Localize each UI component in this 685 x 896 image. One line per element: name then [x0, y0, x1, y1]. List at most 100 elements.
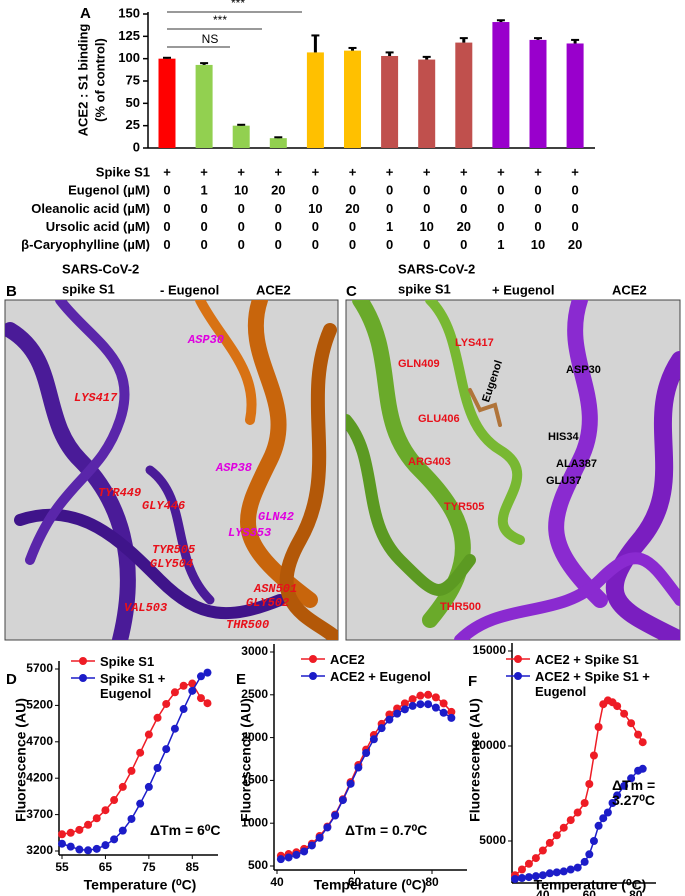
error-bar — [311, 34, 320, 53]
residue-label: GLN409 — [398, 358, 440, 370]
bar — [492, 22, 510, 148]
residue-label: GLU37 — [546, 475, 581, 487]
legend: Spike S1 Spike S1 + Eugenol — [70, 654, 180, 703]
data-point — [638, 764, 647, 773]
table-cell: 10 — [531, 237, 545, 252]
data-point — [346, 779, 355, 788]
structure-title: SARS-CoV-2 — [398, 261, 475, 276]
table-cell: 1 — [386, 219, 393, 234]
y-tick-label: 3000 — [241, 644, 268, 658]
table-cell: + — [423, 164, 431, 179]
structure-title: SARS-CoV-2 — [62, 261, 139, 276]
error-bar — [348, 46, 357, 51]
error-bar — [496, 19, 505, 23]
data-point — [408, 695, 417, 704]
panel-label: A — [80, 5, 91, 22]
legend-swatch — [506, 672, 530, 680]
residue-label: THR500 — [440, 601, 481, 613]
table-cell: 0 — [386, 237, 393, 252]
data-point — [84, 846, 93, 855]
x-tick-label: 60 — [348, 875, 362, 889]
structure-condition: + Eugenol — [492, 282, 554, 297]
residue-label: TYR449 — [98, 486, 141, 500]
data-point — [589, 837, 598, 845]
table-cell: 10 — [308, 201, 322, 216]
annotation: ΔTm = 3.27⁰C — [612, 777, 656, 808]
table-cell: 0 — [571, 201, 578, 216]
data-point — [203, 668, 212, 677]
y-tick-label: 75 — [126, 72, 140, 87]
table-cell: 0 — [163, 237, 170, 252]
data-point — [369, 735, 378, 744]
data-point — [400, 699, 409, 708]
data-point — [538, 846, 547, 855]
x-axis-label: Temperature (⁰C) — [314, 877, 427, 893]
y-tick-label: 3700 — [26, 807, 53, 821]
y-tick-label: 10000 — [473, 738, 507, 752]
legend: ACE2 ACE2 + Eugenol — [300, 652, 450, 686]
table-cell: 0 — [238, 201, 245, 216]
y-tick-label: 5000 — [479, 833, 506, 847]
y-tick-label: 15000 — [473, 643, 507, 657]
data-point — [408, 701, 417, 710]
data-point — [196, 694, 205, 703]
data-point — [594, 723, 603, 731]
data-point — [144, 782, 153, 791]
residue-label: ASP30 — [566, 364, 601, 376]
data-point — [603, 808, 612, 817]
y-tick-label: 4700 — [26, 734, 53, 748]
table-cell: 0 — [200, 219, 207, 234]
table-cell: 10 — [419, 219, 433, 234]
residue-label: LYS417 — [455, 337, 494, 349]
legend-label: ACE2 + Spike S1 — [535, 652, 639, 667]
data-point — [400, 705, 409, 714]
y-tick-label: 500 — [248, 858, 268, 872]
data-point — [439, 708, 448, 717]
table-cell: 0 — [386, 183, 393, 198]
data-point — [127, 766, 136, 775]
y-tick-label: 3200 — [26, 843, 53, 857]
error-bar — [571, 38, 580, 44]
structure-receptor: ACE2 — [612, 282, 647, 297]
legend-label: ACE2 + Eugenol — [330, 669, 431, 684]
data-point — [517, 865, 526, 874]
data-point — [627, 719, 636, 728]
data-point — [416, 691, 425, 700]
table-cell: 0 — [423, 201, 430, 216]
table-row-label: β-Caryophylline (µM) — [21, 237, 150, 252]
table-cell: + — [237, 164, 245, 179]
bar — [269, 138, 287, 148]
structure-receptor: ACE2 — [256, 282, 291, 297]
data-point — [92, 844, 101, 853]
table-cell: 0 — [312, 183, 319, 198]
table-cell: + — [312, 164, 320, 179]
residue-label: ASN501 — [253, 582, 297, 596]
structure-b-ribbons — [5, 300, 338, 640]
residue-label: GLY502 — [246, 596, 289, 610]
significance-label: *** — [213, 13, 227, 27]
table-cell: 0 — [497, 219, 504, 234]
table-cell: 0 — [497, 201, 504, 216]
x-tick-label: 40 — [536, 888, 550, 896]
bar — [232, 125, 250, 148]
legend-label: Spike S1 — [100, 654, 155, 669]
x-tick-label: 55 — [55, 860, 69, 874]
table-cell: 0 — [423, 237, 430, 252]
table-cell: 20 — [271, 183, 285, 198]
table-cell: + — [534, 164, 542, 179]
data-point — [634, 730, 643, 739]
table-cell: 0 — [163, 219, 170, 234]
table-cell: 0 — [275, 219, 282, 234]
data-point — [545, 869, 554, 878]
data-point — [118, 826, 127, 835]
table-cell: 0 — [460, 237, 467, 252]
data-point — [196, 672, 205, 681]
residue-label: VAL503 — [124, 601, 167, 615]
panel-label: C — [346, 283, 357, 300]
residue-label: GLU406 — [418, 413, 460, 425]
data-point — [585, 850, 594, 859]
legend-swatch-dot — [514, 672, 522, 680]
data-point — [613, 791, 622, 800]
residue-label: LYS353 — [228, 526, 271, 540]
data-point — [84, 820, 93, 829]
